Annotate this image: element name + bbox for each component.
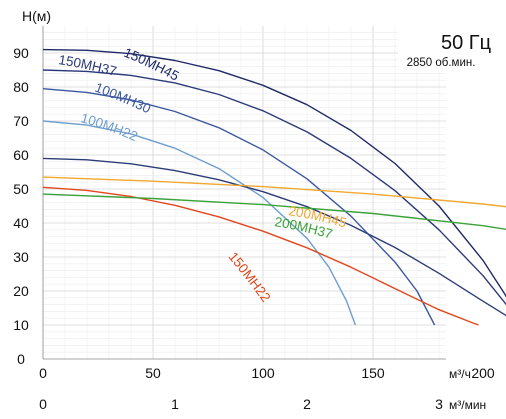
y-tick-label: 30: [13, 249, 29, 265]
x-tick-label: 200: [471, 365, 495, 381]
y-tick-labels: 0 10 20 30 40 50 60 70 80 90: [13, 45, 29, 367]
y-tick-label: 20: [13, 283, 29, 299]
curve-200MH45: [42, 176, 506, 208]
grid: [43, 26, 446, 359]
curve-150MH30: [42, 157, 506, 317]
curve-100MH30: [42, 88, 436, 326]
y-tick-label: 60: [13, 147, 29, 163]
x-tick-labels: 050100150200250300350400: [39, 365, 495, 381]
curves: [42, 48, 506, 326]
curve-label-150MH30: 150MH30: [0, 0, 59, 3]
x-tick-label: 100: [251, 365, 275, 381]
curve-labels: 150MH45150MH37100MH30100MH22150MH30150MH…: [0, 0, 348, 305]
x2-tick-labels: 0123456: [39, 396, 443, 412]
curve-label-150MH22: 150MH22: [226, 249, 274, 305]
x-tick-label: 150: [361, 365, 385, 381]
y-tick-label: 90: [13, 45, 29, 61]
x-tick-label: 0: [39, 365, 47, 381]
y-tick-label: 80: [13, 79, 29, 95]
x2-tick-label: 2: [303, 396, 311, 412]
x2-tick-label: 1: [171, 396, 179, 412]
curve-150MH37: [42, 69, 506, 306]
curve-200MH37: [42, 193, 506, 231]
y-tick-label: 0: [17, 351, 25, 367]
frequency-box-bg: [398, 26, 484, 71]
y-tick-label: 40: [13, 215, 29, 231]
x-tick-label: 50: [145, 365, 161, 381]
frequency-box: 50 Гц 2850 об.мин.: [398, 26, 491, 71]
y-tick-label: 50: [13, 181, 29, 197]
axes: [42, 26, 446, 360]
x2-tick-label: 0: [39, 396, 47, 412]
y-tick-label: 10: [13, 317, 29, 333]
y-tick-label: 70: [13, 113, 29, 129]
chart-subtitle: 2850 об.мин.: [407, 57, 476, 69]
curve-150MH22: [42, 186, 479, 326]
curve-label-100MH30: 100MH30: [93, 80, 153, 117]
x2-axis-label: м³/мин: [449, 398, 486, 412]
x-axis-label: м³/ч: [449, 367, 471, 381]
curve-150MH45: [42, 48, 506, 298]
y-axis-label: H(м): [22, 8, 51, 24]
x2-tick-label: 3: [435, 396, 443, 412]
curve-100MH22: [42, 120, 357, 326]
chart-title: 50 Гц: [441, 32, 491, 54]
